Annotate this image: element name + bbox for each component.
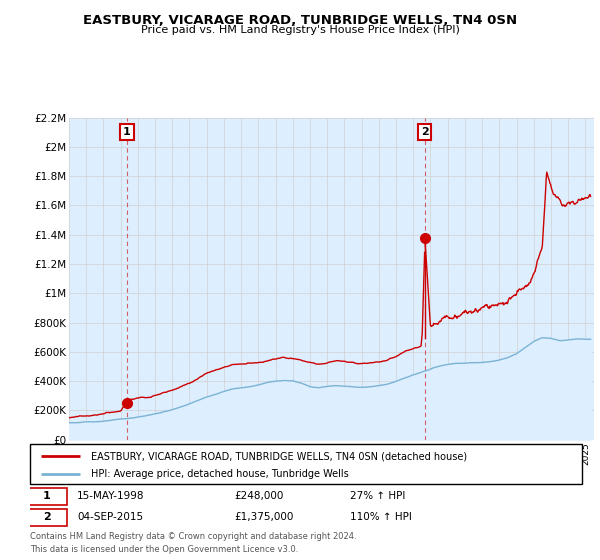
Text: Price paid vs. HM Land Registry's House Price Index (HPI): Price paid vs. HM Land Registry's House … <box>140 25 460 35</box>
Text: 04-SEP-2015: 04-SEP-2015 <box>77 512 143 522</box>
Text: 15-MAY-1998: 15-MAY-1998 <box>77 492 145 501</box>
Text: EASTBURY, VICARAGE ROAD, TUNBRIDGE WELLS, TN4 0SN: EASTBURY, VICARAGE ROAD, TUNBRIDGE WELLS… <box>83 14 517 27</box>
Text: £1,375,000: £1,375,000 <box>234 512 293 522</box>
Text: EASTBURY, VICARAGE ROAD, TUNBRIDGE WELLS, TN4 0SN (detached house): EASTBURY, VICARAGE ROAD, TUNBRIDGE WELLS… <box>91 451 467 461</box>
Text: £248,000: £248,000 <box>234 492 284 501</box>
Text: 27% ↑ HPI: 27% ↑ HPI <box>350 492 406 501</box>
Text: 2: 2 <box>43 512 50 522</box>
Text: 2: 2 <box>421 127 428 137</box>
Text: HPI: Average price, detached house, Tunbridge Wells: HPI: Average price, detached house, Tunb… <box>91 469 349 479</box>
Text: 1: 1 <box>123 127 131 137</box>
Text: Contains HM Land Registry data © Crown copyright and database right 2024.
This d: Contains HM Land Registry data © Crown c… <box>30 532 356 553</box>
FancyBboxPatch shape <box>26 508 67 526</box>
Text: 1: 1 <box>43 492 50 501</box>
Text: 110% ↑ HPI: 110% ↑ HPI <box>350 512 412 522</box>
FancyBboxPatch shape <box>26 488 67 505</box>
